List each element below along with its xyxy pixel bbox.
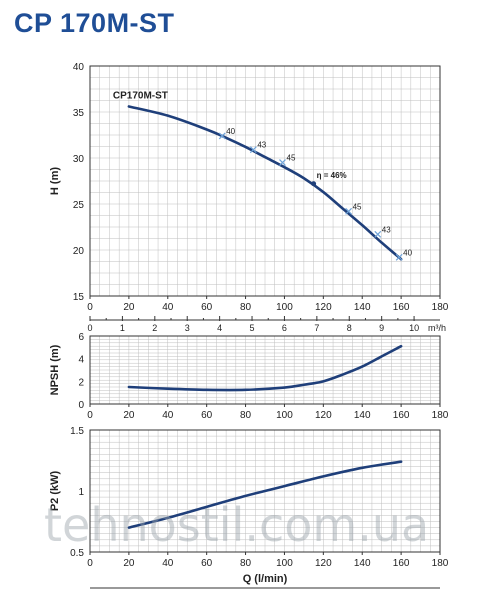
efficiency-label: η = 46% xyxy=(317,171,347,180)
secondary-x-unit: m³/h xyxy=(428,323,446,333)
secondary-x-tick-label: 2 xyxy=(152,323,157,333)
npsh-x-tick-label: 140 xyxy=(354,410,371,421)
head-series-label: CP170M-ST xyxy=(113,90,168,101)
power-x-tick-label: 120 xyxy=(315,558,332,569)
power-y-tick-label: 1.5 xyxy=(70,426,84,437)
watermark: tehnostil.com.ua xyxy=(44,498,430,552)
power-x-tick-label: 60 xyxy=(201,558,213,569)
head-y-tick-label: 20 xyxy=(73,246,85,257)
secondary-x-tick-label: 0 xyxy=(87,323,92,333)
npsh-y-tick-label: 4 xyxy=(78,355,84,366)
efficiency-marker xyxy=(395,253,403,261)
npsh-x-tick-label: 60 xyxy=(201,410,213,421)
power-y-label: P2 (kW) xyxy=(49,470,61,511)
head-y-label: H (m) xyxy=(49,167,61,195)
x-axis-label: Q (l/min) xyxy=(243,573,288,585)
chart-title: CP 170M-ST xyxy=(14,8,175,38)
head-x-tick-label: 120 xyxy=(315,302,332,313)
npsh-y-tick-label: 0 xyxy=(78,400,84,411)
secondary-x-tick-label: 8 xyxy=(347,323,352,333)
power-x-tick-label: 40 xyxy=(162,558,174,569)
head-frame xyxy=(89,65,441,297)
secondary-x-tick-label: 4 xyxy=(217,323,222,333)
power-x-tick-label: 80 xyxy=(240,558,252,569)
power-x-tick-label: 100 xyxy=(276,558,293,569)
head-y-tick-label: 35 xyxy=(73,108,85,119)
head-x-tick-label: 100 xyxy=(276,302,293,313)
head-x-tick-label: 60 xyxy=(201,302,213,313)
power-y-tick-label: 1 xyxy=(78,487,84,498)
npsh-y-tick-label: 6 xyxy=(78,332,84,343)
efficiency-label: 40 xyxy=(226,127,235,136)
power-x-tick-label: 20 xyxy=(123,558,135,569)
power-x-tick-label: 140 xyxy=(354,558,371,569)
power-frame xyxy=(89,429,441,553)
efficiency-marker xyxy=(374,230,382,238)
npsh-x-tick-label: 80 xyxy=(240,410,252,421)
npsh-x-tick-label: 20 xyxy=(123,410,135,421)
efficiency-label: 43 xyxy=(382,225,391,234)
power-x-tick-label: 160 xyxy=(393,558,410,569)
efficiency-marker xyxy=(249,146,257,154)
head-x-tick-label: 140 xyxy=(354,302,371,313)
power-panel xyxy=(89,429,441,589)
head-y-tick-label: 15 xyxy=(73,292,85,303)
efficiency-label: 45 xyxy=(353,202,362,211)
secondary-x-tick-label: 9 xyxy=(379,323,384,333)
power-y-tick-label: 0.5 xyxy=(70,548,84,559)
power-x-tick-label: 180 xyxy=(432,558,449,569)
head-x-tick-label: 160 xyxy=(393,302,410,313)
npsh-x-tick-label: 40 xyxy=(162,410,174,421)
npsh-x-tick-label: 180 xyxy=(432,410,449,421)
head-x-tick-label: 20 xyxy=(123,302,135,313)
head-x-tick-label: 0 xyxy=(87,302,93,313)
secondary-x-tick-label: 7 xyxy=(314,323,319,333)
secondary-x-tick-label: 5 xyxy=(250,323,255,333)
head-y-tick-label: 25 xyxy=(73,200,85,211)
head-y-tick-label: 30 xyxy=(73,154,85,165)
head-x-tick-label: 40 xyxy=(162,302,174,313)
secondary-x-tick-label: 6 xyxy=(282,323,287,333)
head-panel xyxy=(89,65,441,321)
power-curve xyxy=(127,460,403,529)
head-x-tick-label: 180 xyxy=(432,302,449,313)
head-curve xyxy=(127,105,403,261)
efficiency-peak-point xyxy=(311,181,317,187)
efficiency-marker xyxy=(218,132,226,140)
efficiency-marker xyxy=(279,159,286,167)
npsh-y-tick-label: 2 xyxy=(78,377,84,388)
npsh-x-tick-label: 160 xyxy=(393,410,410,421)
secondary-x-tick-label: 10 xyxy=(409,323,419,333)
efficiency-marker xyxy=(345,207,353,215)
power-x-tick-label: 0 xyxy=(87,558,93,569)
efficiency-label: 40 xyxy=(403,248,412,257)
npsh-x-tick-label: 0 xyxy=(87,410,93,421)
npsh-curve xyxy=(127,344,403,392)
efficiency-label: 43 xyxy=(257,141,266,150)
npsh-frame xyxy=(89,335,441,405)
head-y-tick-label: 40 xyxy=(73,62,85,73)
head-x-tick-label: 80 xyxy=(240,302,252,313)
secondary-x-tick-label: 3 xyxy=(185,323,190,333)
npsh-panel xyxy=(89,335,441,407)
efficiency-label: 45 xyxy=(287,154,296,163)
npsh-x-tick-label: 120 xyxy=(315,410,332,421)
secondary-x-tick-label: 1 xyxy=(120,323,125,333)
npsh-x-tick-label: 100 xyxy=(276,410,293,421)
npsh-y-label: NPSH (m) xyxy=(49,344,61,395)
